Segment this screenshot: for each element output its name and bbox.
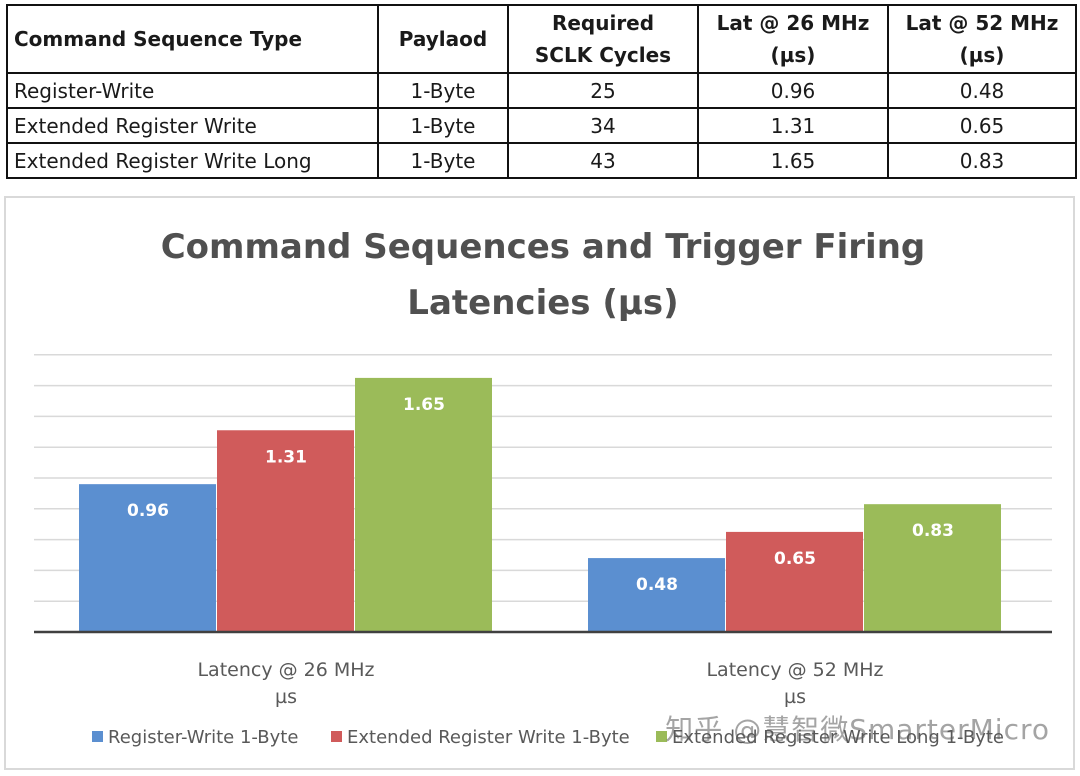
cell-lat-52: 0.83 bbox=[887, 142, 1077, 179]
table-row: Register-Write 1-Byte 25 0.96 0.48 bbox=[6, 72, 1077, 109]
watermark-text: 知乎 @慧智微SmarterMicro bbox=[665, 713, 1050, 746]
category-unit-label: µs bbox=[275, 686, 297, 708]
header-sclk-cycles: Required SCLK Cycles bbox=[507, 4, 699, 74]
cell-lat-52: 0.65 bbox=[887, 107, 1077, 144]
chart-frame: Command Sequences and Trigger Firing Late… bbox=[4, 196, 1075, 770]
data-label: 1.31 bbox=[265, 447, 307, 467]
category-unit-label: µs bbox=[784, 686, 806, 708]
chart-title-line: Latencies (µs) bbox=[407, 283, 678, 323]
legend-swatch bbox=[92, 731, 103, 742]
header-command-sequence-type: Command Sequence Type bbox=[6, 4, 379, 74]
cell-payload: 1-Byte bbox=[377, 142, 509, 179]
cell-type: Register-Write bbox=[6, 72, 379, 109]
data-label: 1.65 bbox=[403, 395, 445, 415]
data-label: 0.96 bbox=[127, 501, 169, 521]
cell-lat-26: 0.96 bbox=[697, 72, 889, 109]
bar bbox=[864, 504, 1001, 632]
legend-label: Extended Register Write Long 1-Byte bbox=[672, 727, 1004, 748]
cell-payload: 1-Byte bbox=[377, 107, 509, 144]
legend-label: Extended Register Write 1-Byte bbox=[347, 727, 630, 748]
bar bbox=[588, 558, 725, 632]
cell-type: Extended Register Write bbox=[6, 107, 379, 144]
bar bbox=[79, 484, 216, 632]
cell-lat-26: 1.65 bbox=[697, 142, 889, 179]
category-label: Latency @ 52 MHz bbox=[706, 659, 883, 681]
cell-sclk: 34 bbox=[507, 107, 699, 144]
cell-payload: 1-Byte bbox=[377, 72, 509, 109]
header-lat-52mhz: Lat @ 52 MHz (µs) bbox=[887, 4, 1077, 74]
data-label: 0.48 bbox=[636, 575, 678, 595]
data-label: 0.83 bbox=[912, 521, 954, 541]
cell-sclk: 43 bbox=[507, 142, 699, 179]
legend-label: Register-Write 1-Byte bbox=[108, 727, 298, 748]
cell-sclk: 25 bbox=[507, 72, 699, 109]
category-label: Latency @ 26 MHz bbox=[197, 659, 374, 681]
bar bbox=[726, 531, 863, 632]
cell-lat-52: 0.48 bbox=[887, 72, 1077, 109]
table-header-row: Command Sequence Type Paylaod Required SC… bbox=[6, 4, 1077, 74]
table-row: Extended Register Write 1-Byte 34 1.31 0… bbox=[6, 107, 1077, 144]
legend-swatch bbox=[331, 731, 342, 742]
data-label: 0.65 bbox=[774, 549, 816, 569]
bar bbox=[217, 430, 354, 632]
header-lat-26mhz: Lat @ 26 MHz (µs) bbox=[697, 4, 889, 74]
latency-bar-chart: Command Sequences and Trigger Firing Late… bbox=[34, 227, 1052, 748]
header-payload: Paylaod bbox=[377, 4, 509, 74]
bar bbox=[355, 377, 492, 632]
latency-spec-table: Command Sequence Type Paylaod Required SC… bbox=[6, 4, 1077, 179]
cell-type: Extended Register Write Long bbox=[6, 142, 379, 179]
chart-title-line: Command Sequences and Trigger Firing bbox=[161, 227, 926, 267]
table-row: Extended Register Write Long 1-Byte 43 1… bbox=[6, 142, 1077, 179]
cell-lat-26: 1.31 bbox=[697, 107, 889, 144]
legend-swatch bbox=[656, 731, 667, 742]
